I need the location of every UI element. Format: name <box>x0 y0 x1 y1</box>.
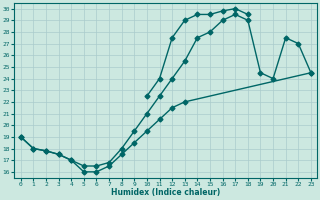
X-axis label: Humidex (Indice chaleur): Humidex (Indice chaleur) <box>111 188 220 197</box>
